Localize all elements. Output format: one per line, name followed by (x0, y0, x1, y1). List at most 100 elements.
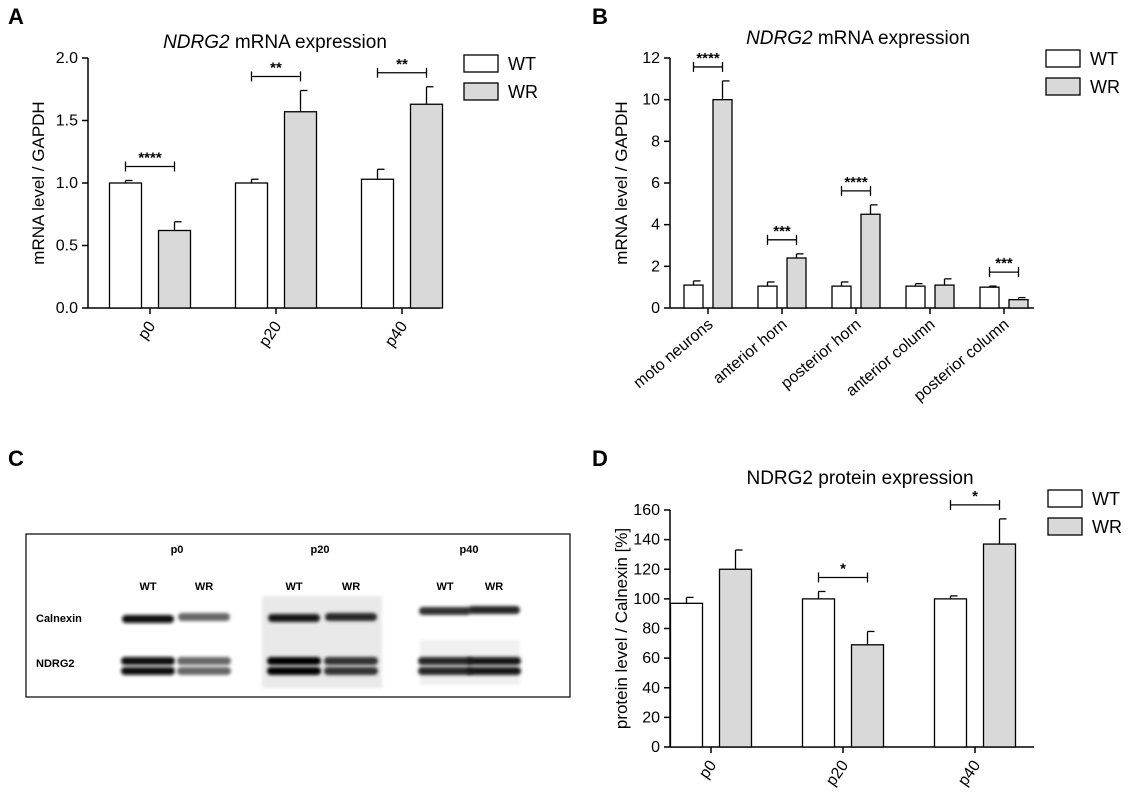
legend-swatch-wt (463, 54, 499, 73)
x-tick-label: p20 (823, 757, 852, 789)
x-tick-label: p40 (382, 318, 411, 350)
chart-d-title: NDRG2 protein expression (746, 468, 973, 489)
legend-label-wr: WR (508, 82, 538, 102)
legend-swatch-wt (1047, 489, 1083, 508)
bar-wr (860, 213, 881, 309)
significance-label: **** (138, 150, 162, 167)
y-tick-label: 1.0 (56, 175, 78, 192)
blot-band-ndrg2 (418, 657, 472, 665)
bar-wt (683, 284, 704, 309)
bar-wt (757, 285, 778, 309)
y-tick-label: 60 (642, 650, 660, 667)
x-tick-label: p20 (256, 318, 285, 350)
y-tick-label: 100 (633, 591, 660, 608)
y-tick-label: 1.5 (56, 113, 78, 130)
blot-band-ndrg2 (467, 667, 521, 675)
chart-a-ylabel: mRNA level / GAPDH (29, 101, 48, 264)
blot-timepoint-label: p40 (460, 544, 479, 556)
blot-lane-label: WT (139, 581, 156, 593)
bar-wr (283, 111, 318, 309)
blot-row-label-ndrg2: NDRG2 (36, 658, 75, 670)
bar-wr (157, 229, 192, 309)
blot-band-ndrg2 (267, 657, 321, 665)
blot-band-calnexin (178, 613, 230, 621)
bar-wt (933, 598, 968, 748)
bar-wt (801, 598, 836, 748)
blot-band-ndrg2 (121, 667, 175, 675)
significance-label: * (972, 488, 978, 505)
x-tick-label: p0 (135, 318, 159, 342)
significance-label: **** (696, 50, 720, 67)
legend-label-wt: WT (508, 54, 536, 74)
x-tick-label: moto neurons (631, 316, 717, 392)
blot-band-calnexin (122, 615, 174, 623)
bar-wr (982, 543, 1017, 748)
significance-label: ** (396, 56, 408, 73)
bar-wt (905, 285, 926, 309)
bar-wr (712, 99, 733, 309)
y-tick-label: 6 (651, 175, 660, 192)
blot-lane-label: WT (436, 581, 453, 593)
y-tick-label: 4 (651, 217, 660, 234)
legend-swatch-wr (1045, 77, 1081, 96)
bar-wr (409, 103, 444, 309)
legend-swatch-wr (1047, 517, 1083, 536)
blot-row-label-calnexin: Calnexin (36, 613, 82, 625)
significance-label: *** (773, 223, 791, 240)
blot-lane-label: WR (342, 581, 360, 593)
y-tick-label: 8 (651, 133, 660, 150)
legend-label-wr: WR (1090, 77, 1120, 97)
chart-a-title: NDRG2 mRNA expression (163, 32, 387, 53)
y-tick-label: 0.0 (56, 300, 78, 317)
y-tick-label: 20 (642, 709, 660, 726)
chart-b: NDRG2 mRNA expression mRNA level / GAPDH 0… (612, 28, 1120, 405)
bar-wt (979, 286, 1000, 309)
y-tick-label: 0 (651, 739, 660, 756)
chart-d: NDRG2 protein expression protein level / … (612, 468, 1122, 789)
blot-band-ndrg2 (324, 657, 378, 665)
blot-lane-label: WT (285, 581, 302, 593)
panel-letter-c: C (8, 446, 24, 471)
legend-swatch-wt (1045, 49, 1081, 68)
legend-label-wt: WT (1092, 489, 1120, 509)
significance-label: ** (270, 60, 282, 77)
chart-b-title: NDRG2 mRNA expression (746, 28, 970, 49)
panel-letter-b: B (592, 4, 608, 29)
y-tick-label: 2.0 (56, 50, 78, 67)
y-tick-label: 0.5 (56, 238, 78, 255)
blot-band-ndrg2 (418, 667, 472, 675)
blot-band-ndrg2 (121, 657, 175, 665)
y-tick-label: 40 (642, 680, 660, 697)
bar-wr (718, 568, 753, 748)
y-tick-label: 12 (642, 50, 660, 67)
chart-b-ylabel: mRNA level / GAPDH (612, 101, 631, 264)
blot-band-calnexin (419, 607, 471, 615)
bar-wt (108, 182, 143, 309)
blot-timepoint-label: p20 (311, 544, 330, 556)
blot-timepoint-label: p0 (171, 544, 184, 556)
bar-wr (1008, 299, 1029, 309)
blot-band-calnexin (325, 613, 377, 621)
y-tick-label: 2 (651, 258, 660, 275)
bar-wt (234, 182, 269, 309)
blot-band-ndrg2 (177, 667, 231, 675)
bar-wr (786, 257, 807, 309)
blot-band-ndrg2 (177, 657, 231, 665)
y-tick-label: 10 (642, 92, 660, 109)
chart-d-ylabel: protein level / Calnexin [%] (612, 528, 631, 729)
blot-lane-label: WR (195, 581, 213, 593)
legend-label-wr: WR (1092, 517, 1122, 537)
y-tick-label: 160 (633, 502, 660, 519)
y-tick-label: 80 (642, 621, 660, 638)
panel-letter-d: D (592, 446, 608, 471)
bar-wt (831, 285, 852, 309)
bar-wr (850, 644, 885, 748)
y-tick-label: 120 (633, 561, 660, 578)
blot-lane-label: WR (485, 581, 503, 593)
blot-band-ndrg2 (467, 657, 521, 665)
significance-label: *** (995, 255, 1013, 272)
blot-band-calnexin (268, 614, 320, 622)
chart-a: NDRG2 mRNA expression mRNA level / GAPDH 0… (29, 32, 538, 350)
legend-label-wt: WT (1090, 49, 1118, 69)
